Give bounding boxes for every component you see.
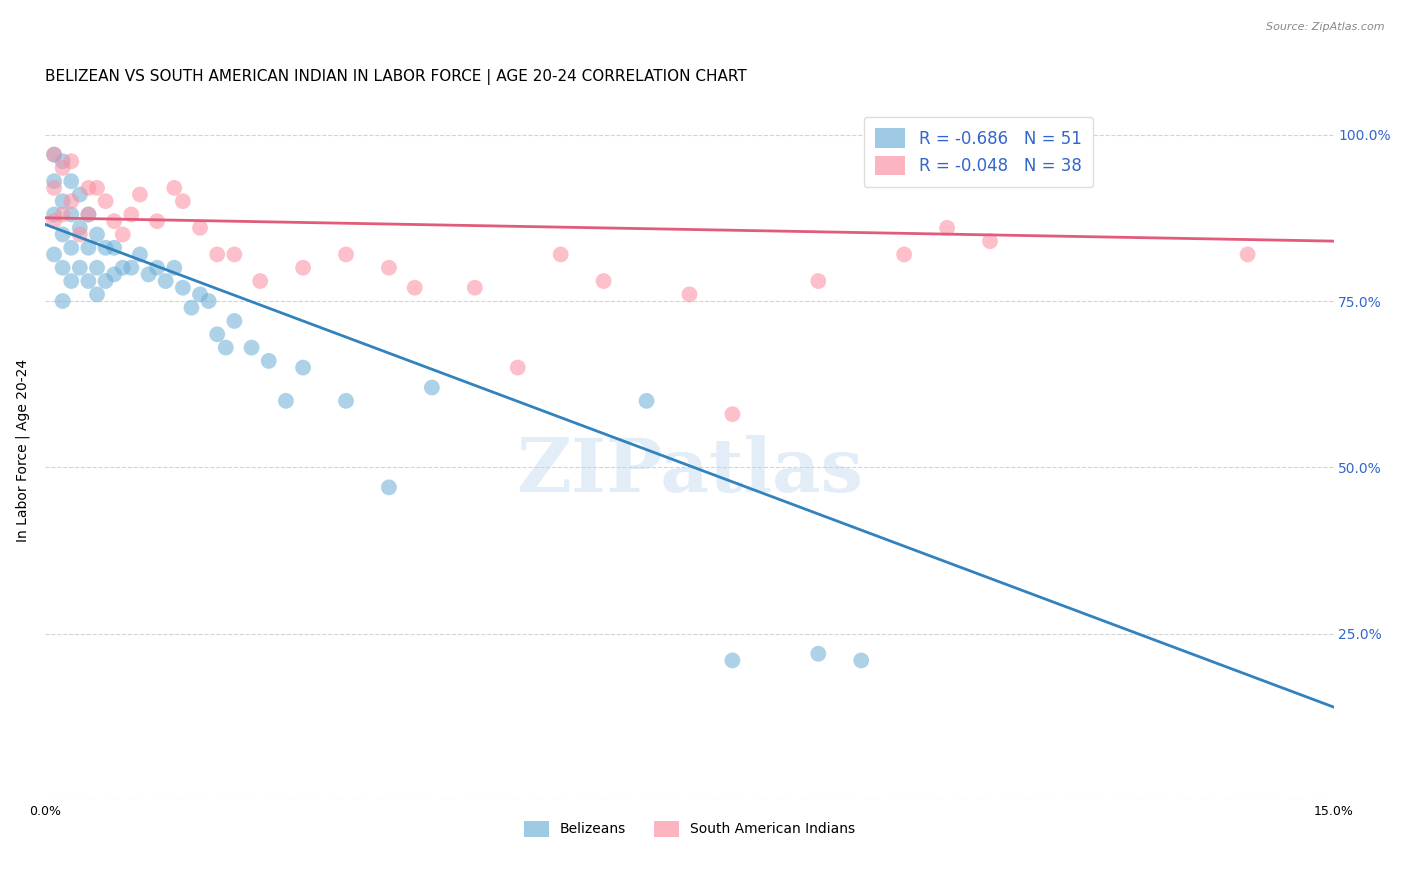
Point (77, 207, 100, 221)
Text: BELIZEAN VS SOUTH AMERICAN INDIAN IN LABOR FORCE | AGE 20-24 CORRELATION CHART: BELIZEAN VS SOUTH AMERICAN INDIAN IN LAB… (45, 69, 747, 85)
Point (1236, 247, 1258, 261)
Point (86, 287, 108, 301)
Point (138, 268, 160, 282)
Point (42, 147, 65, 161)
Point (86, 260, 108, 275)
Point (94, 194, 117, 209)
Point (240, 341, 263, 355)
Point (69, 260, 91, 275)
Point (224, 314, 246, 328)
Point (52, 154, 75, 169)
Point (60, 174, 83, 188)
Point (163, 181, 186, 195)
Point (893, 247, 915, 261)
Point (77, 207, 100, 221)
Point (257, 354, 280, 368)
Point (52, 260, 75, 275)
Point (378, 260, 401, 275)
Point (172, 281, 194, 295)
Point (60, 274, 83, 288)
Point (335, 247, 357, 261)
Point (146, 260, 169, 275)
Point (205, 247, 228, 261)
Point (249, 274, 271, 288)
Text: ZIPatlas: ZIPatlas (516, 435, 863, 508)
Point (52, 161, 75, 175)
Point (807, 647, 830, 661)
Y-axis label: In Labor Force | Age 20-24: In Labor Force | Age 20-24 (15, 359, 30, 542)
Point (129, 187, 152, 202)
Legend: Belizeans, South American Indians: Belizeans, South American Indians (519, 815, 860, 842)
Point (42, 147, 65, 161)
Point (111, 227, 134, 242)
Point (94, 241, 117, 255)
Point (42, 181, 65, 195)
Point (188, 287, 211, 301)
Point (506, 360, 529, 375)
Point (60, 207, 83, 221)
Point (42, 247, 65, 261)
Point (103, 241, 125, 255)
Point (52, 293, 75, 308)
Point (77, 274, 100, 288)
Point (172, 194, 194, 209)
Point (592, 274, 614, 288)
Point (77, 241, 100, 255)
Point (205, 327, 228, 342)
Point (69, 227, 91, 242)
Point (936, 220, 959, 235)
Point (197, 293, 219, 308)
Point (550, 247, 572, 261)
Point (60, 194, 83, 209)
Point (420, 380, 443, 394)
Point (721, 653, 744, 667)
Point (146, 214, 169, 228)
Point (42, 174, 65, 188)
Point (636, 393, 658, 408)
Point (42, 207, 65, 221)
Point (155, 274, 177, 288)
Point (60, 154, 83, 169)
Point (378, 480, 401, 494)
Point (52, 194, 75, 209)
Point (120, 260, 142, 275)
Point (404, 281, 426, 295)
Point (721, 407, 744, 421)
Point (94, 274, 117, 288)
Point (180, 301, 202, 315)
Point (335, 393, 357, 408)
Point (52, 227, 75, 242)
Point (215, 341, 238, 355)
Text: Source: ZipAtlas.com: Source: ZipAtlas.com (1267, 22, 1385, 32)
Point (111, 260, 134, 275)
Point (464, 281, 486, 295)
Point (103, 268, 125, 282)
Point (979, 234, 1001, 248)
Point (52, 207, 75, 221)
Point (163, 260, 186, 275)
Point (86, 227, 108, 242)
Point (188, 220, 211, 235)
Point (42, 214, 65, 228)
Point (292, 260, 315, 275)
Point (77, 181, 100, 195)
Point (292, 360, 315, 375)
Point (120, 207, 142, 221)
Point (129, 247, 152, 261)
Point (807, 274, 830, 288)
Point (851, 653, 873, 667)
Point (678, 287, 700, 301)
Point (274, 393, 297, 408)
Point (60, 241, 83, 255)
Point (69, 220, 91, 235)
Point (103, 214, 125, 228)
Point (69, 187, 91, 202)
Point (224, 247, 246, 261)
Point (86, 181, 108, 195)
